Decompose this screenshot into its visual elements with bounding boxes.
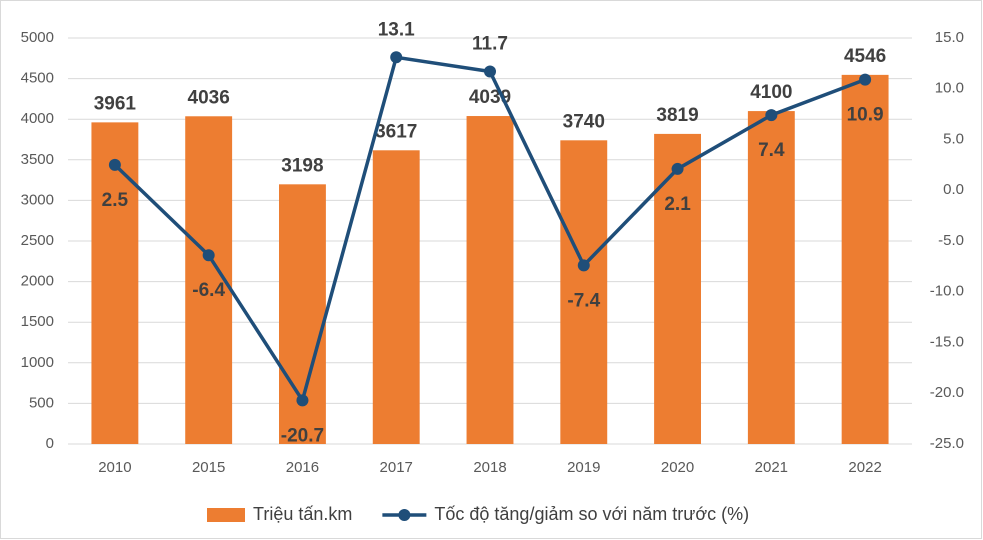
y-tick-label: 4000 [21,110,54,127]
line-value-label: 10.9 [847,105,884,126]
y2-tick-label: 10.0 [935,80,964,97]
y-tick-label: 5000 [21,29,54,46]
bar-value-label: 3819 [656,105,698,126]
line-value-label: 2.1 [664,194,691,215]
y2-tick-label: -10.0 [930,283,964,300]
bar-value-label: 3617 [375,121,417,142]
line-marker [296,394,309,407]
line-value-label: -20.7 [281,425,324,446]
line-value-label: 11.7 [472,34,508,55]
x-tick-label: 2016 [286,459,319,476]
y-tick-label: 3500 [21,151,54,168]
line-marker [108,158,121,171]
y-tick-label: 0 [46,435,54,452]
bar [654,133,701,444]
bar [91,122,139,445]
line-marker [202,249,215,262]
line-marker [577,259,590,272]
bar [747,111,795,444]
y2-tick-label: 15.0 [935,29,964,46]
y2-tick-label: 0.0 [943,181,964,198]
y2-tick-label: 5.0 [943,130,964,147]
y-tick-label: 2000 [21,273,54,290]
bar-value-label: 4100 [750,82,792,103]
x-tick-label: 2010 [98,459,131,476]
bar-value-label: 3961 [94,93,137,114]
legend-label: Triệu tấn.km [253,504,352,524]
line-value-label: -7.4 [567,290,600,311]
legend-swatch [207,508,245,522]
line-value-label: -6.4 [192,280,225,301]
legend-marker [398,509,411,521]
x-tick-label: 2020 [661,459,694,476]
line-marker [484,65,496,78]
y-tick-label: 500 [29,394,54,411]
bar-value-label: 4546 [844,46,886,67]
y-tick-label: 2500 [21,232,54,249]
y-tick-label: 1500 [21,313,54,330]
y-tick-label: 1000 [21,354,54,371]
line-marker [671,162,684,175]
y2-tick-label: -5.0 [938,232,964,249]
line-value-label: 13.1 [378,19,415,40]
x-tick-label: 2022 [848,459,881,476]
y2-tick-label: -20.0 [930,384,964,401]
bar [466,116,514,444]
x-tick-label: 2018 [473,459,506,476]
line-marker [765,109,778,122]
x-tick-label: 2015 [192,459,225,476]
bar [841,74,889,444]
y2-tick-label: -15.0 [930,333,964,350]
x-tick-label: 2019 [567,459,600,476]
line-value-label: 2.5 [102,190,129,211]
bar-value-label: 4036 [188,87,230,108]
bar [560,140,608,444]
bar-value-label: 3740 [563,111,605,132]
y-tick-label: 4500 [21,70,54,87]
legend-label: Tốc độ tăng/giảm so với năm trước (%) [434,504,749,524]
y-tick-label: 3000 [21,191,54,208]
line-value-label: 7.4 [758,140,785,161]
bar-value-label: 3198 [281,155,323,176]
y2-tick-label: -25.0 [930,435,964,452]
line-marker [390,51,403,64]
x-tick-label: 2021 [755,459,788,476]
line-marker [859,73,872,86]
x-tick-label: 2017 [380,459,413,476]
bar [372,150,420,444]
